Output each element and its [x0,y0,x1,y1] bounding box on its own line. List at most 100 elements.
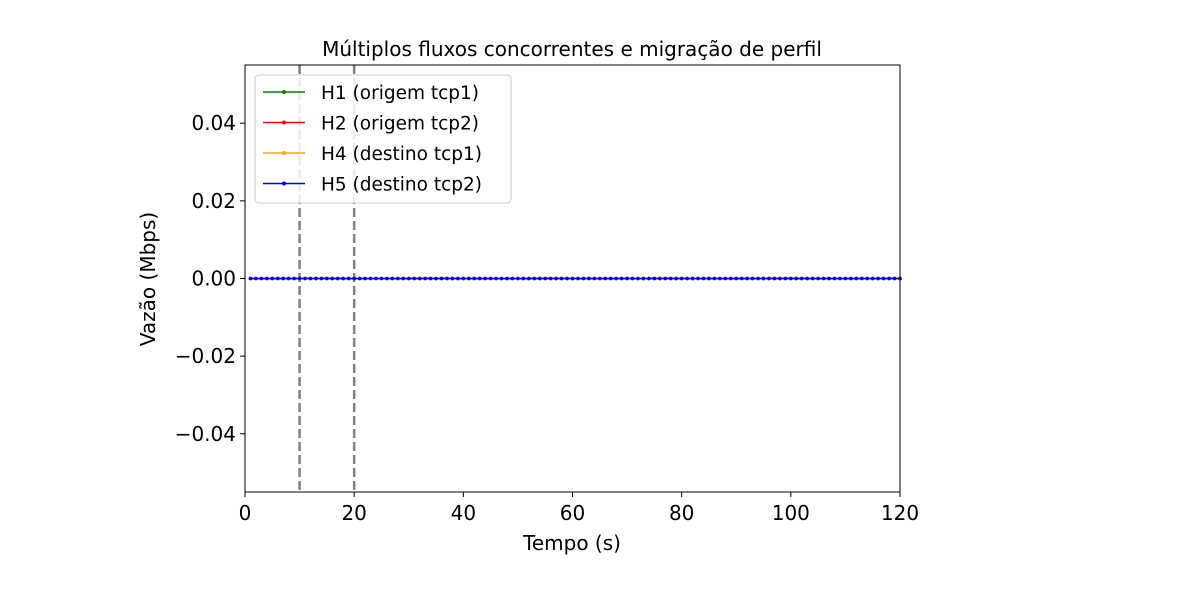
data-point [483,276,487,281]
data-point [466,276,471,281]
data-point [799,276,804,281]
data-point [265,276,269,281]
data-point [772,276,777,281]
data-point [368,276,373,281]
data-point [488,276,493,281]
data-point [537,276,542,281]
data-point [439,276,444,281]
legend-swatch-marker [282,181,286,186]
data-point [734,276,739,281]
legend-swatch-marker [282,90,286,94]
data-point [248,276,253,281]
legend-box [254,74,512,204]
series-4 [248,276,902,281]
data-point [445,276,449,281]
data-point [870,276,875,281]
data-point [603,276,608,281]
data-point [778,276,782,281]
legend: H1 (origem tcp1) H2 (origem tcp2) H4 (dest… [254,74,512,204]
legend-swatch-marker [282,120,286,125]
data-point [292,276,296,281]
data-point [587,276,591,281]
data-point [472,276,477,281]
y-tick-label: 0.04 [191,111,236,135]
x-tick-label: 20 [341,501,366,525]
data-point [728,276,733,281]
data-point [614,276,618,281]
plot-area [248,65,902,492]
legend-item: H5 (destino tcp2) [263,175,482,196]
data-point [630,276,635,281]
data-point [335,276,340,281]
y-axis-title: Vazão (Mbps) [136,212,160,346]
data-point [494,276,498,281]
data-point [712,276,717,281]
y-tick-label: −0.04 [175,422,236,446]
data-point [396,276,400,281]
data-point [477,276,482,281]
data-point [685,276,689,281]
data-point [379,276,384,281]
data-point [385,276,389,281]
data-point [516,276,520,281]
data-point [576,276,580,281]
data-point [859,276,864,281]
data-point [499,276,504,281]
data-point [592,276,597,281]
x-tick-label: 120 [881,501,919,525]
legend-item: H2 (origem tcp2) [263,114,479,135]
data-point [275,276,280,281]
legend-item: H4 (destino tcp1) [263,144,482,165]
data-point [259,276,264,281]
data-point [832,276,837,281]
data-point [505,276,509,281]
data-point [641,276,646,281]
data-point [838,276,842,281]
data-point [690,276,695,281]
data-point [308,276,313,281]
data-point [701,276,706,281]
data-point [570,276,575,281]
y-tick-label: 0.02 [191,189,236,213]
data-point [810,276,815,281]
data-point [668,276,673,281]
data-point [254,276,258,281]
legend-label: H4 (destino tcp1) [321,144,482,165]
data-point [794,276,799,281]
data-point [330,276,335,281]
data-point [565,276,569,281]
x-tick-label: 60 [560,501,585,525]
data-point [428,276,433,281]
data-point [297,276,302,281]
data-point [423,276,427,281]
data-point [767,276,771,281]
data-point [581,276,586,281]
data-point [286,276,291,281]
data-point [750,276,755,281]
data-point [865,276,870,281]
data-point [401,276,406,281]
data-point [849,276,853,281]
data-point [636,276,640,281]
x-tick-label: 80 [669,501,694,525]
data-point [406,276,411,281]
data-point [532,276,537,281]
legend-label: H2 (origem tcp2) [321,114,479,135]
data-point [341,276,346,281]
data-point [450,276,455,281]
data-point [281,276,286,281]
data-point [270,276,275,281]
data-point [559,276,564,281]
data-point [707,276,711,281]
data-point [723,276,728,281]
data-point [374,276,378,281]
data-point [816,276,820,281]
data-point [658,276,662,281]
data-point [881,276,886,281]
data-point [652,276,657,281]
data-point [456,276,460,281]
data-point [390,276,395,281]
x-axis-title: Tempo (s) [522,531,621,555]
x-tick-label: 100 [772,501,810,525]
